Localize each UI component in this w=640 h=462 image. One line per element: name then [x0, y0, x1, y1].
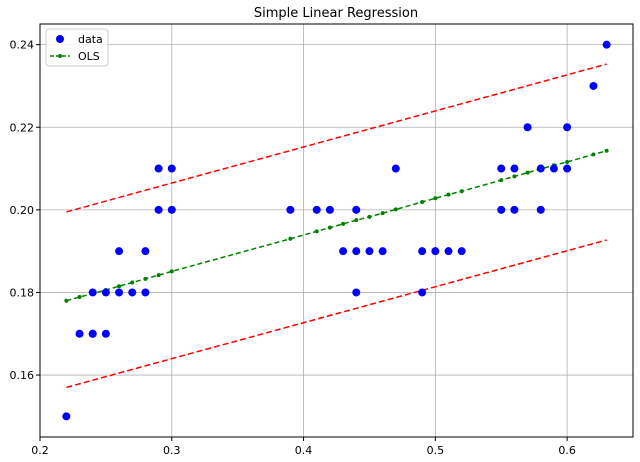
ols-marker — [367, 214, 372, 219]
data-point — [128, 288, 137, 297]
data-point — [88, 288, 97, 297]
y-tick-label: 0.18 — [10, 286, 35, 299]
legend-label: OLS — [78, 50, 100, 63]
y-tick-label: 0.16 — [10, 369, 35, 382]
data-point — [391, 164, 400, 173]
ols-marker — [512, 174, 517, 179]
data-point — [497, 164, 506, 173]
data-point — [339, 247, 348, 256]
x-tick-label: 0.3 — [163, 444, 181, 457]
ols-marker — [156, 273, 161, 278]
data-point — [167, 205, 176, 214]
data-point — [378, 247, 387, 256]
data-point — [523, 123, 532, 132]
ols-marker — [380, 211, 385, 216]
ols-marker — [393, 207, 398, 212]
data-point — [88, 329, 97, 338]
data-point — [536, 164, 545, 173]
data-point — [497, 205, 506, 214]
ols-marker — [354, 218, 359, 223]
data-point — [365, 247, 374, 256]
x-tick-label: 0.6 — [558, 444, 576, 457]
data-point — [352, 205, 361, 214]
x-tick-label: 0.5 — [427, 444, 445, 457]
legend: data OLS — [45, 28, 109, 67]
ols-marker — [77, 294, 82, 299]
ols-marker — [459, 189, 464, 194]
ols-marker — [130, 280, 135, 285]
data-point — [563, 164, 572, 173]
data-point — [286, 205, 295, 214]
data-point — [154, 205, 163, 214]
ols-marker — [446, 192, 451, 197]
data-point — [563, 123, 572, 132]
data-point — [167, 164, 176, 173]
axes: 0.2 0.3 0.4 0.5 0.6 0.16 0.18 0.20 0.22 0.24 — [10, 39, 576, 457]
y-tick-label: 0.20 — [10, 204, 35, 217]
legend-data-marker — [56, 35, 64, 43]
data-point — [115, 288, 124, 297]
chart-title: Simple Linear Regression — [254, 6, 418, 21]
data-point — [536, 205, 545, 214]
ols-marker — [64, 298, 69, 303]
data-point — [589, 81, 598, 90]
data-point — [549, 164, 558, 173]
x-tick-label: 0.2 — [31, 444, 49, 457]
confidence-band-line — [66, 239, 607, 389]
data-point — [141, 247, 150, 256]
data-point — [101, 329, 110, 338]
ols-marker — [288, 236, 293, 241]
ols-marker — [604, 148, 609, 153]
confidence-band-line — [66, 63, 607, 213]
data-point — [510, 205, 519, 214]
legend-label: data — [78, 33, 103, 46]
data-point — [418, 247, 427, 256]
ols-marker — [341, 221, 346, 226]
data-point — [352, 247, 361, 256]
data-point — [141, 288, 150, 297]
x-tick-label: 0.4 — [295, 444, 313, 457]
plot-frame — [39, 23, 634, 438]
ols-marker — [420, 200, 425, 205]
data-point — [115, 247, 124, 256]
ols-marker — [565, 159, 570, 164]
y-tick-label: 0.22 — [10, 121, 35, 134]
data-point — [312, 205, 321, 214]
legend-ols-marker — [58, 54, 62, 58]
data-point — [325, 205, 334, 214]
data-point — [418, 288, 427, 297]
data-point — [154, 164, 163, 173]
ols-marker — [499, 178, 504, 183]
data-point — [431, 247, 440, 256]
data-point — [510, 164, 519, 173]
ols-marker — [591, 152, 596, 157]
data-point — [444, 247, 453, 256]
ols-marker — [117, 284, 122, 289]
ols-marker — [169, 269, 174, 274]
data-point — [101, 288, 110, 297]
data-point — [457, 247, 466, 256]
plot-series — [62, 40, 611, 421]
data-point — [602, 40, 611, 49]
y-tick-label: 0.24 — [10, 39, 35, 52]
grid — [39, 24, 633, 437]
ols-marker — [143, 276, 148, 281]
data-point — [62, 412, 71, 421]
ols-marker — [433, 196, 438, 201]
ols-marker — [525, 170, 530, 175]
ols-marker — [314, 229, 319, 234]
data-point — [352, 288, 361, 297]
data-point — [75, 329, 84, 338]
ols-marker — [327, 225, 332, 230]
